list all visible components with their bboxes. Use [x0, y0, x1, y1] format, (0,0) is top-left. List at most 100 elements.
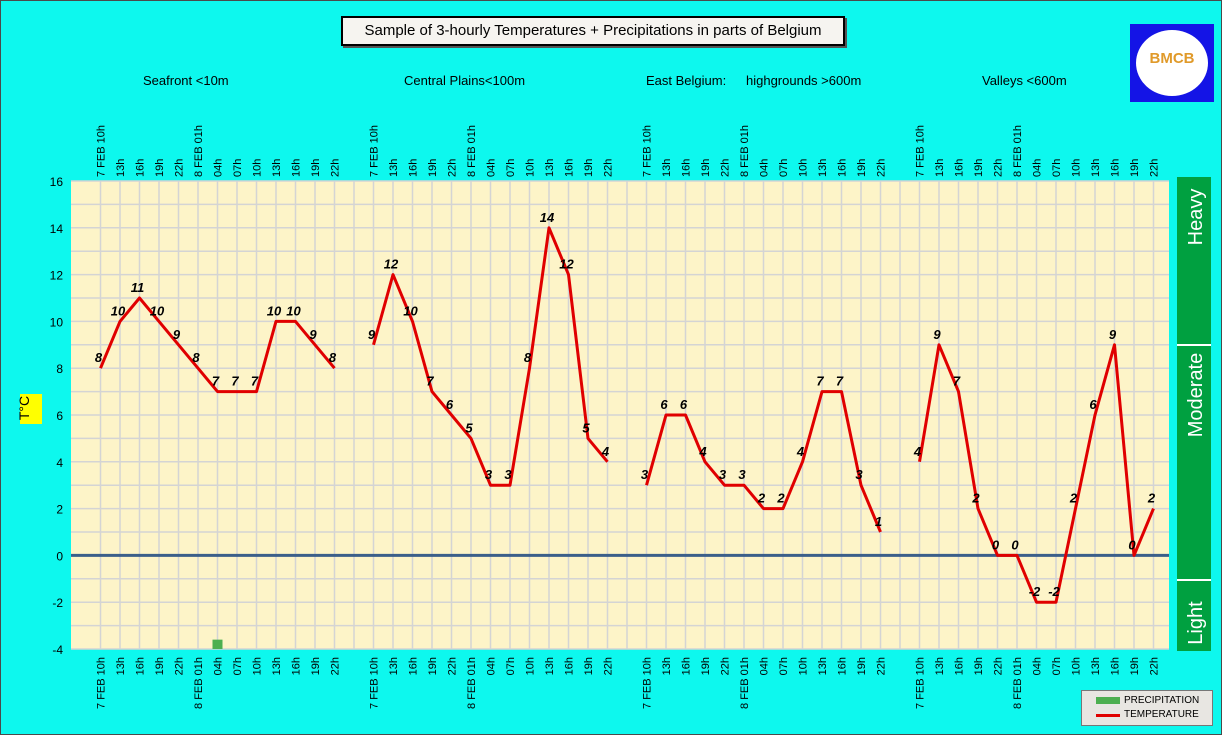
x-tick-label-bottom: 22h: [603, 657, 615, 675]
x-tick-label-top: 19h: [700, 159, 712, 177]
data-label: 4: [913, 444, 922, 459]
x-tick-label-bottom: 22h: [174, 657, 186, 675]
data-label: 5: [465, 420, 473, 435]
x-tick-label-top: 7 FEB 10h: [96, 125, 108, 177]
y-tick-label: 2: [56, 503, 63, 517]
x-tick-label-bottom: 16h: [954, 657, 966, 675]
region-central-plains: Central Plains<100m: [404, 73, 526, 88]
x-tick-label-top: 22h: [993, 159, 1005, 177]
data-label: 8: [329, 350, 337, 365]
data-label: 4: [601, 444, 610, 459]
x-tick-label-bottom: 19h: [427, 657, 439, 675]
data-label: 3: [504, 467, 512, 482]
data-label: 7: [953, 374, 961, 389]
x-tick-label-bottom: 13h: [271, 657, 283, 675]
x-tick-label-bottom: 07h: [232, 657, 244, 675]
data-label: 4: [698, 444, 707, 459]
precip-scale-label: Heavy: [1185, 189, 1207, 246]
x-tick-label-bottom: 13h: [388, 657, 400, 675]
x-tick-label-top: 7 FEB 10h: [369, 125, 381, 177]
data-label: 6: [660, 397, 668, 412]
x-tick-label-top: 13h: [817, 159, 829, 177]
data-label: 2: [776, 491, 785, 506]
y-tick-label: -2: [52, 596, 63, 610]
precipitation-scale-bar: [1177, 177, 1211, 651]
x-tick-label-top: 22h: [876, 159, 888, 177]
y-tick-label: 0: [56, 549, 63, 563]
x-tick-label-top: 16h: [408, 159, 420, 177]
x-tick-label-bottom: 04h: [213, 657, 225, 675]
logo-disc: [1136, 30, 1208, 96]
y-tick-label: 14: [50, 222, 64, 236]
x-tick-label-bottom: 16h: [837, 657, 849, 675]
x-tick-label-bottom: 19h: [154, 657, 166, 675]
x-tick-label-bottom: 8 FEB 01h: [193, 657, 205, 709]
x-tick-label-top: 10h: [1071, 159, 1083, 177]
x-tick-label-top: 13h: [388, 159, 400, 177]
x-tick-label-top: 07h: [232, 159, 244, 177]
data-label: 2: [971, 491, 980, 506]
data-label: 4: [796, 444, 805, 459]
data-label: 8: [95, 350, 103, 365]
x-tick-label-top: 8 FEB 01h: [739, 125, 751, 177]
x-tick-label-bottom: 10h: [1071, 657, 1083, 675]
y-tick-label: 8: [56, 362, 63, 376]
x-tick-label-bottom: 19h: [973, 657, 985, 675]
x-tick-label-bottom: 07h: [778, 657, 790, 675]
y-tick-label: 12: [50, 269, 64, 283]
legend-swatch-precipitation: [1096, 697, 1120, 704]
y-tick-label: 16: [50, 175, 64, 189]
legend-label-precipitation: PRECIPITATION: [1124, 695, 1200, 706]
x-tick-label-bottom: 13h: [544, 657, 556, 675]
data-label: 12: [384, 257, 399, 272]
x-tick-label-top: 10h: [798, 159, 810, 177]
x-tick-label-bottom: 16h: [564, 657, 576, 675]
data-label: 10: [111, 303, 126, 318]
y-axis-label-box: T°C: [16, 394, 42, 424]
data-label: 7: [836, 374, 844, 389]
temperature-line-segment: [918, 343, 1155, 604]
data-label: 3: [641, 467, 649, 482]
x-tick-label-bottom: 19h: [1129, 657, 1141, 675]
data-label: 6: [680, 397, 688, 412]
data-label: 9: [173, 327, 181, 342]
x-tick-label-bottom: 19h: [310, 657, 322, 675]
x-tick-label-top: 13h: [934, 159, 946, 177]
x-tick-label-bottom: 19h: [700, 657, 712, 675]
data-label: 12: [559, 257, 574, 272]
data-label: 1: [875, 514, 882, 529]
x-tick-label-bottom: 22h: [447, 657, 459, 675]
x-tick-label-bottom: 16h: [135, 657, 147, 675]
x-tick-label-top: 22h: [1149, 159, 1161, 177]
data-label: 7: [251, 374, 259, 389]
x-tick-label-top: 10h: [525, 159, 537, 177]
data-label: 7: [426, 374, 434, 389]
x-tick-label-bottom: 07h: [505, 657, 517, 675]
x-tick-label-bottom: 13h: [1090, 657, 1102, 675]
x-tick-label-bottom: 13h: [661, 657, 673, 675]
x-tick-label-bottom: 7 FEB 10h: [96, 657, 108, 709]
legend-swatch-temperature: [1096, 714, 1120, 717]
data-label: 10: [267, 303, 282, 318]
x-tick-label-top: 8 FEB 01h: [193, 125, 205, 177]
data-label: 5: [582, 420, 590, 435]
precipitation-bar: [212, 639, 223, 649]
region-east-belgium: East Belgium:: [646, 73, 727, 88]
x-tick-label-bottom: 13h: [934, 657, 946, 675]
logo-text: BMCB: [1149, 50, 1195, 67]
data-label: -2: [1048, 584, 1060, 599]
x-tick-label-top: 16h: [837, 159, 849, 177]
x-tick-label-top: 07h: [505, 159, 517, 177]
data-label: 8: [524, 350, 532, 365]
x-tick-label-top: 8 FEB 01h: [1012, 125, 1024, 177]
x-tick-label-top: 13h: [661, 159, 673, 177]
x-tick-label-top: 19h: [973, 159, 985, 177]
x-tick-label-bottom: 8 FEB 01h: [1012, 657, 1024, 709]
x-tick-label-top: 19h: [583, 159, 595, 177]
x-tick-label-top: 13h: [544, 159, 556, 177]
x-tick-label-bottom: 04h: [1032, 657, 1044, 675]
x-tick-label-bottom: 16h: [408, 657, 420, 675]
x-tick-label-bottom: 19h: [856, 657, 868, 675]
data-label: 3: [738, 467, 746, 482]
